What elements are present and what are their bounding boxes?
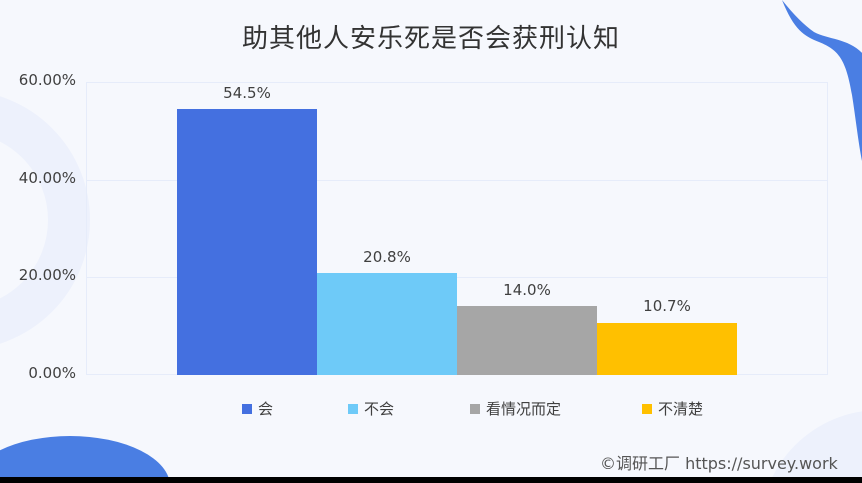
gridline-20 — [87, 277, 827, 278]
chart-legend: 会 不会 看情况而定 不清楚 — [0, 398, 862, 418]
legend-label: 看情况而定 — [486, 400, 562, 418]
legend-label: 不清楚 — [658, 400, 704, 418]
legend-swatch-icon — [348, 403, 358, 414]
bar-value-label: 14.0% — [503, 281, 551, 299]
y-tick-20: 20.00% — [18, 266, 76, 284]
bar-value-label: 10.7% — [643, 297, 691, 315]
watermark: ©调研工厂 https://survey.work — [600, 454, 838, 473]
bar-buhui[interactable] — [317, 273, 457, 375]
y-tick-40: 40.00% — [18, 169, 76, 187]
chart-title: 助其他人安乐死是否会获刑认知 — [241, 24, 620, 54]
legend-swatch-icon — [642, 403, 652, 414]
legend-label: 会 — [258, 400, 274, 418]
bar-buqingchu[interactable] — [597, 323, 737, 375]
legend-item-kanqingkuang[interactable]: 看情况而定 — [470, 398, 561, 419]
legend-label: 不会 — [364, 400, 395, 418]
gridline-40 — [87, 180, 827, 181]
legend-item-buqingchu[interactable]: 不清楚 — [642, 398, 703, 419]
bar-value-label: 54.5% — [223, 84, 271, 102]
y-tick-60: 60.00% — [18, 71, 76, 89]
legend-item-buhui[interactable]: 不会 — [348, 398, 394, 419]
decorative-ring — [0, 90, 90, 350]
y-tick-0: 0.00% — [28, 364, 76, 382]
legend-swatch-icon — [470, 403, 480, 414]
decorative-blob-bottom-left — [0, 436, 170, 477]
bar-hui[interactable] — [177, 109, 317, 375]
bar-value-label: 20.8% — [363, 248, 411, 266]
legend-swatch-icon — [242, 403, 252, 414]
decorative-blob-top-right — [782, 0, 862, 161]
legend-item-hui[interactable]: 会 — [242, 398, 273, 419]
bar-kanqingkuang[interactable] — [457, 306, 597, 375]
